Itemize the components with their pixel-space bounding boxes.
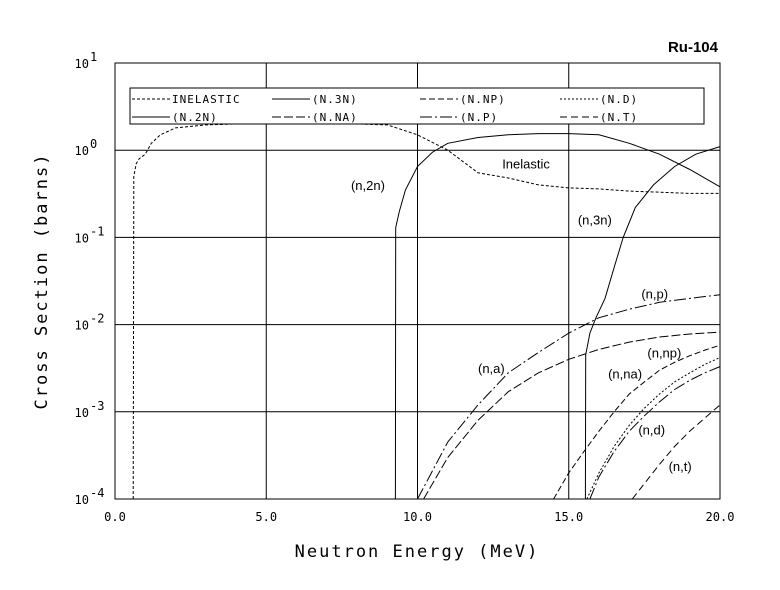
x-tick-label: 5.0 [255,510,277,524]
x-tick-label: 10.0 [403,510,432,524]
y-tick-label: 10 [75,319,89,333]
legend-label: (N.NP) [460,93,506,106]
x-tick-label: 15.0 [554,510,583,524]
curve-annotations: Inelastic (n,2n) (n,3n) (n,p) (n,np) (n,na) (n… [351,156,692,474]
series-line-n-na [423,331,721,500]
annotation-label: (n,a) [478,361,505,376]
series-line-n-3n [584,146,721,500]
annotation-label: (n,3n) [578,213,612,228]
y-axis-label: Cross Section (barns) [32,153,52,410]
series-line-n-2n [394,133,721,500]
series-line-n-p [417,294,721,500]
annotation-label: (n,np) [647,345,681,360]
legend-label: (N.T) [600,111,638,124]
legend-box [129,87,705,125]
chart-title: Ru-104 [668,39,719,56]
y-tick-exponent: 1 [90,50,97,64]
annotation-label: (n,p) [641,286,668,301]
legend: INELASTIC (N.3N) (N.NP) (N.D) (N.2N) (N.NA) (N… [129,87,705,125]
legend-label: (N.D) [600,93,638,106]
annotation-label: (n,2n) [351,178,385,193]
annotation-label: (n,d) [638,422,665,437]
legend-label: (N.NA) [312,111,358,124]
series-line-inelastic [132,122,720,500]
legend-label: INELASTIC [172,93,241,106]
legend-label: (N.3N) [312,93,358,106]
series-line-n-d [586,357,721,500]
annotation-label: Inelastic [502,156,550,171]
y-tick-label: 10 [75,144,89,158]
y-tick-label: 10 [75,57,89,71]
x-axis-label: Neutron Energy (MeV) [295,542,540,562]
series-group [132,122,721,500]
y-tick-exponent: -3 [90,399,104,413]
legend-label: (N.P) [460,111,498,124]
y-tick-label: 10 [75,406,89,420]
annotation-label: (n,na) [608,367,642,382]
y-tick-exponent: 0 [90,137,97,151]
y-tick-exponent: -1 [90,224,104,238]
series-line-n-t [631,404,721,500]
y-tick-label: 10 [75,493,89,507]
x-tick-label: 0.0 [104,510,126,524]
y-tick-exponent: -2 [90,312,104,326]
y-tick-label: 10 [75,231,89,245]
annotation-label: (n,t) [669,459,692,474]
x-tick-label: 20.0 [706,510,735,524]
legend-label: (N.2N) [172,111,218,124]
grid-lines [115,63,720,499]
series-line-n-na-b [589,366,721,500]
series-line-n-np [553,344,721,500]
y-tick-exponent: -4 [90,486,104,500]
